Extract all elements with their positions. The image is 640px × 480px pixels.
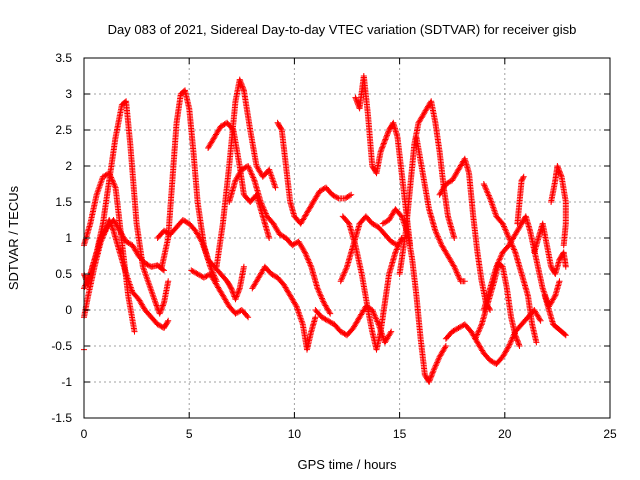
y-tick-label: 1.5	[55, 195, 72, 209]
y-tick-label: 3	[65, 87, 72, 101]
satellite-track-20	[413, 134, 468, 285]
data-point-marks	[514, 173, 527, 227]
data-point-marks	[249, 263, 319, 353]
data-point-marks	[226, 163, 334, 317]
data-points	[81, 73, 569, 385]
x-tick-label: 20	[498, 427, 512, 441]
data-point-marks	[541, 292, 569, 339]
satellite-track-28	[548, 163, 569, 249]
y-tick-label: 2.5	[55, 123, 72, 137]
chart-title: Day 083 of 2021, Sidereal Day-to-day VTE…	[108, 22, 577, 37]
y-tick-label: 1	[65, 231, 72, 245]
y-tick-label: -0.5	[51, 339, 72, 353]
y-tick-label: 0	[65, 303, 72, 317]
satellite-track-13	[274, 119, 355, 227]
data-point-marks	[472, 260, 523, 349]
satellite-track-29	[541, 292, 569, 339]
y-tick-label: -1.5	[51, 411, 72, 425]
data-point-marks	[379, 206, 449, 385]
data-point-marks	[436, 155, 494, 313]
data-point-marks	[337, 213, 401, 285]
x-tick-label: 15	[393, 427, 407, 441]
y-tick-label: 0.5	[55, 267, 72, 281]
satellite-track-10	[213, 76, 279, 270]
satellite-track-23	[480, 181, 540, 346]
x-tick-label: 25	[603, 427, 617, 441]
x-tick-label: 5	[186, 427, 193, 441]
satellite-track-16	[337, 213, 401, 285]
satellite-track-18	[379, 206, 449, 385]
data-point-marks	[480, 181, 540, 346]
data-point-marks	[213, 76, 279, 270]
data-point-marks	[413, 134, 468, 285]
y-tick-label: 2	[65, 159, 72, 173]
y-tick-label: -1	[61, 375, 72, 389]
satellite-track-26	[514, 173, 527, 227]
satellite-track-21	[436, 155, 494, 313]
data-point-marks	[531, 220, 569, 277]
satellite-track-12	[249, 263, 319, 353]
data-point-marks	[274, 119, 355, 227]
data-point-marks	[548, 163, 569, 249]
satellite-track-19	[396, 98, 458, 277]
x-tick-label: 10	[288, 427, 302, 441]
y-tick-label: 3.5	[55, 51, 72, 65]
satellite-track-8	[188, 267, 252, 321]
x-axis-title: GPS time / hours	[298, 457, 397, 472]
satellite-track-25	[472, 260, 523, 349]
data-point-marks	[396, 98, 458, 277]
satellite-track-27	[531, 220, 569, 277]
x-tick-label: 0	[81, 427, 88, 441]
y-axis-title: SDTVAR / TECUs	[6, 185, 21, 290]
satellite-track-11	[226, 163, 334, 317]
axis-ticks: 0 5 10 15 20 25 -1.5 -1 -0.5 0 0.5 1 1.5 2 2.5 3 3.5	[51, 51, 617, 441]
data-point-marks	[188, 267, 252, 321]
